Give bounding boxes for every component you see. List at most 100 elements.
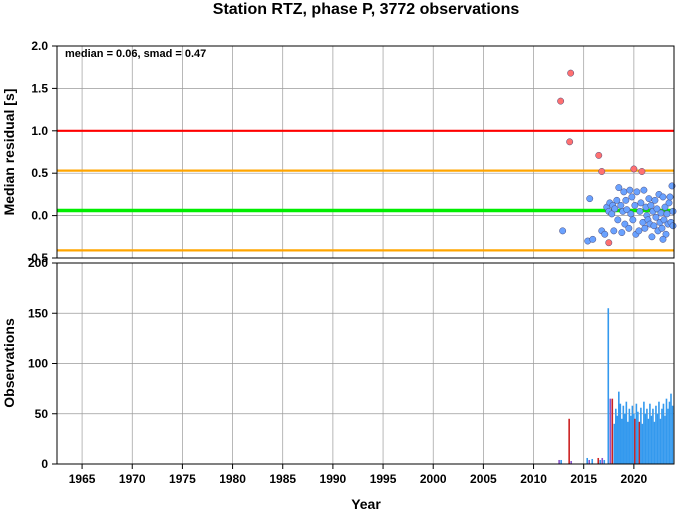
observation-bar (668, 401, 671, 464)
residual-point (630, 165, 638, 173)
y-tick-label: 0.0 (31, 209, 48, 223)
residual-point (633, 188, 641, 196)
observation-bar (644, 413, 647, 464)
y-tick-label: 0 (41, 457, 48, 471)
residual-point (650, 222, 658, 230)
observation-bar (658, 401, 660, 464)
observation-bar (616, 415, 619, 464)
observation-bar (597, 457, 600, 464)
residual-point (614, 216, 622, 224)
observation-bar (671, 405, 674, 464)
observation-bar (655, 405, 657, 464)
y-tick-label: 0.5 (31, 166, 48, 180)
residual-point (623, 206, 631, 214)
observation-bar (649, 403, 651, 464)
x-tick-label: 1975 (169, 472, 196, 486)
residual-point (661, 203, 669, 211)
residual-point (627, 210, 635, 218)
residual-point (598, 168, 606, 175)
residual-point (629, 216, 637, 224)
y-tick-label: 1.0 (31, 124, 48, 138)
x-tick-label: 1970 (119, 472, 146, 486)
residual-point (662, 230, 670, 238)
residual-point (645, 195, 653, 203)
residual-y-label: Median residual [s] (1, 89, 17, 216)
observation-bar (635, 403, 638, 464)
residual-point (636, 207, 644, 215)
observation-bar (670, 393, 672, 464)
y-tick-label: -0.5 (27, 251, 48, 265)
residual-point (567, 69, 575, 77)
observation-bar (643, 401, 645, 464)
residual-point (652, 213, 660, 221)
observation-bar (619, 403, 622, 464)
observation-bar (627, 421, 629, 464)
x-tick-label: 1990 (320, 472, 347, 486)
observation-bar (641, 423, 644, 464)
observation-bar (630, 415, 632, 464)
residual-frame (56, 45, 675, 259)
observation-bar (609, 398, 612, 464)
residual-point (665, 199, 673, 207)
observation-bar (638, 421, 641, 464)
observation-bar (618, 391, 620, 464)
observation-bar (558, 459, 560, 464)
residual-point (663, 210, 671, 218)
median-annotation: median = 0.06, smad = 0.47 (65, 48, 206, 60)
residual-point (611, 205, 619, 213)
residual-point (601, 230, 609, 238)
residual-point (637, 199, 645, 207)
observation-bars (558, 308, 674, 464)
observations-y-ticks: 0 50 100 150 200 (28, 256, 57, 471)
x-tick-label: 2010 (520, 472, 547, 486)
observation-bar (665, 398, 668, 464)
residual-point (589, 235, 597, 243)
observations-y-label: Observations (1, 318, 17, 408)
observation-bar (659, 418, 662, 464)
observation-bar (628, 408, 631, 464)
residual-point (621, 220, 629, 228)
observation-bar (591, 458, 594, 464)
residual-point (566, 138, 574, 146)
residual-point (640, 186, 648, 194)
observation-bar (647, 418, 650, 464)
observation-bar (560, 459, 562, 464)
x-tick-label: 1980 (219, 472, 246, 486)
residual-point (631, 201, 639, 209)
x-axis-label: Year (351, 496, 381, 511)
observation-bar (656, 413, 659, 464)
residual-point (658, 224, 666, 232)
y-tick-label: 1.5 (31, 81, 48, 95)
residual-point (622, 196, 630, 204)
residual-point (608, 210, 616, 218)
observation-bar (634, 418, 636, 464)
observation-bar (650, 415, 653, 464)
observation-bar (607, 308, 610, 464)
x-tick-label: 2020 (621, 472, 648, 486)
y-tick-label: 150 (28, 306, 48, 320)
observation-bar (631, 405, 634, 464)
observation-bar (622, 405, 625, 464)
residual-point (626, 186, 634, 194)
x-tick-label: 1995 (370, 472, 397, 486)
residual-point (657, 209, 665, 217)
residual-point (666, 193, 674, 201)
x-tick-label: 2005 (470, 472, 497, 486)
residual-point (651, 196, 659, 204)
residual-point (659, 193, 667, 201)
residual-point (610, 227, 618, 235)
x-tick-label: 1985 (269, 472, 296, 486)
residual-point (635, 227, 643, 235)
observation-bar (624, 413, 626, 464)
observation-bar (588, 459, 591, 464)
residual-point (660, 216, 668, 224)
residual-point (669, 207, 677, 215)
residual-point (638, 168, 646, 175)
y-tick-label: 100 (28, 357, 48, 371)
observation-bar (603, 459, 606, 464)
observation-bar (568, 418, 570, 464)
residual-point (653, 205, 661, 213)
y-tick-label: 2.0 (31, 39, 48, 53)
residual-grid (57, 45, 674, 259)
residual-point (613, 196, 621, 204)
